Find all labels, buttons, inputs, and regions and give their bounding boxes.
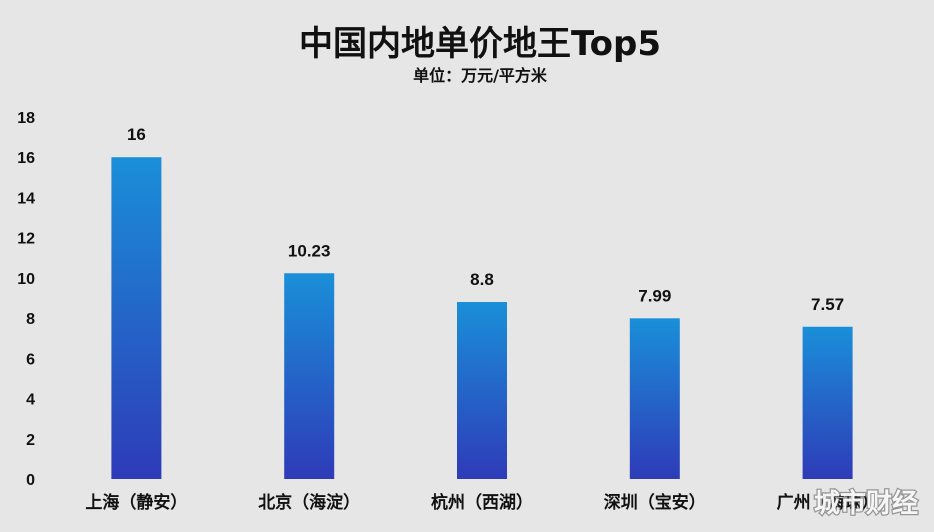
chart-title: 中国内地单价地王Top5 [299,24,661,64]
watermark-outline: 城市财经 [814,488,918,519]
y-tick-label: 0 [26,472,35,489]
x-category-label: 杭州（西湖） [431,492,533,513]
data-label: 8.8 [470,270,494,289]
x-category-label: 上海（静安） [85,492,187,513]
x-category-label: 北京（海淀） [258,492,360,513]
y-tick-label: 4 [26,392,35,409]
data-labels: 16 10.23 8.8 7.99 7.57 [127,125,844,314]
bar [457,302,507,479]
x-category-label: 深圳（宝安） [604,492,706,513]
y-axis: 0 2 4 6 8 10 12 14 16 18 [17,110,35,489]
bar [802,326,853,479]
data-label: 7.57 [811,295,844,314]
y-tick-label: 10 [17,271,35,288]
data-label: 7.99 [638,286,671,305]
y-tick-label: 6 [26,351,35,368]
bars [111,157,853,479]
watermark: 城市财经 [814,488,918,519]
y-tick-label: 18 [17,110,35,127]
bar [111,157,162,479]
chart-subtitle: 单位：万元/平方米 [413,66,548,85]
x-category-label: 广州（海珠） [777,492,879,513]
y-tick-label: 14 [17,190,35,207]
data-label: 10.23 [288,241,331,260]
bar [629,318,680,479]
y-tick-label: 2 [26,432,35,449]
y-tick-label: 16 [17,150,35,167]
bar [284,273,335,479]
x-axis: 上海（静安） 北京（海淀） 杭州（西湖） 深圳（宝安） 广州（海珠） [85,492,878,513]
y-tick-label: 12 [17,231,35,248]
data-label: 16 [127,125,146,144]
y-tick-label: 8 [26,311,35,328]
